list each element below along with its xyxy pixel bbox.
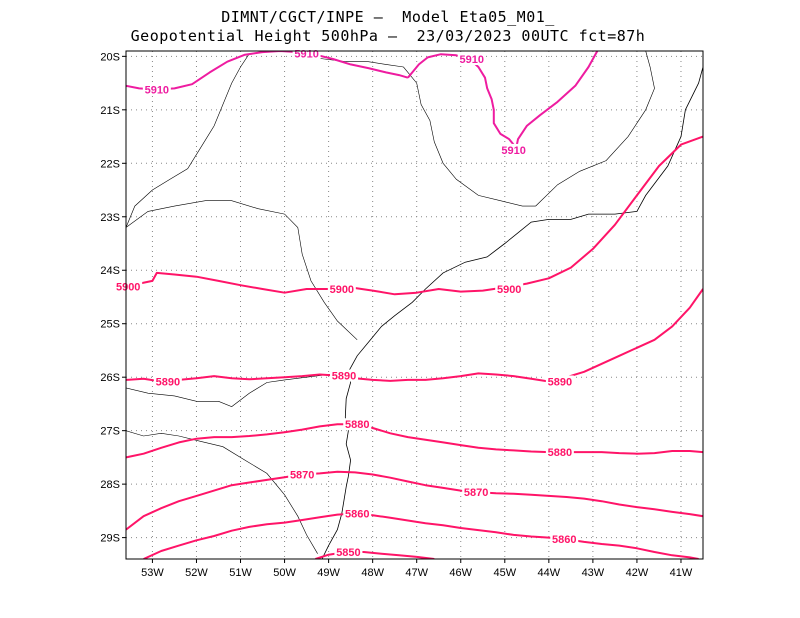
lon-tick-label: 44W xyxy=(538,567,561,579)
contour-label: 5900 xyxy=(330,284,354,296)
lon-tick-label: 48W xyxy=(361,567,384,579)
contour-labels: 5910 5910 5910 5910 5900 5900 5900 5890 5890 5890… xyxy=(114,47,579,559)
lat-tick-label: 27S xyxy=(100,426,120,438)
lat-tick-label: 25S xyxy=(100,319,120,331)
contour-label-bg xyxy=(457,53,486,66)
contour-label: 5890 xyxy=(156,376,180,388)
contour-label: 5880 xyxy=(548,447,572,459)
contour-label: 5900 xyxy=(497,284,521,296)
contour-label: 5910 xyxy=(501,145,525,157)
contour-label-bg xyxy=(114,280,143,293)
lat-lon-grid xyxy=(126,51,703,559)
contour-label: 5880 xyxy=(345,419,369,431)
contour-label: 5850 xyxy=(336,547,360,559)
contour-5860 xyxy=(143,512,699,559)
map-frame xyxy=(125,50,704,560)
contour-label-bg xyxy=(343,418,372,431)
contour-label: 5910 xyxy=(145,85,169,97)
lat-tick-label: 28S xyxy=(100,479,120,491)
contour-5880 xyxy=(126,423,703,459)
contour-label: 5900 xyxy=(116,281,140,293)
contour-label-bg xyxy=(142,83,171,96)
state-border xyxy=(126,430,318,554)
axis-ticks: 53W 52W 51W 50W 49W 48W 47W 46W 45W 44W 43W 42W 41W 2… xyxy=(100,51,692,579)
contour-label-bg xyxy=(462,486,491,499)
lon-tick-label: 45W xyxy=(493,567,516,579)
lon-tick-label: 46W xyxy=(449,567,472,579)
lat-tick-label: 22S xyxy=(100,158,120,170)
contour-label-bg xyxy=(153,375,182,388)
geographic-outlines xyxy=(126,51,703,559)
contour-label-bg xyxy=(545,446,574,459)
state-border xyxy=(126,200,358,341)
lat-tick-label: 24S xyxy=(100,265,120,277)
contour-label-bg xyxy=(495,282,524,295)
map-title-line-2: Geopotential Height 500hPa – 23/03/2023 … xyxy=(130,27,646,45)
lat-tick-label: 20S xyxy=(100,51,120,63)
contour-label-bg xyxy=(499,143,528,156)
contour-5910 xyxy=(407,51,599,151)
lon-tick-label: 47W xyxy=(405,567,428,579)
contour-label-bg xyxy=(288,468,317,481)
map-title-line-1: DIMNT/CGCT/INPE – Model Eta05_M01_ xyxy=(221,8,555,26)
contour-label: 5860 xyxy=(345,509,369,521)
state-border xyxy=(126,374,347,407)
contour-label: 5860 xyxy=(552,534,576,546)
coastline xyxy=(321,66,703,559)
contour-label-bg xyxy=(330,369,359,382)
contour-5900 xyxy=(126,135,703,296)
contour-5890 xyxy=(126,288,703,383)
lon-tick-label: 42W xyxy=(626,567,649,579)
contour-5870 xyxy=(126,470,703,531)
contour-label: 5890 xyxy=(548,376,572,388)
contour-label-bg xyxy=(327,282,356,295)
lat-tick-label: 26S xyxy=(100,372,120,384)
contour-5910 xyxy=(126,51,409,91)
lat-tick-label: 29S xyxy=(100,533,120,545)
state-border xyxy=(126,53,250,228)
lon-tick-label: 51W xyxy=(229,567,252,579)
lon-tick-label: 52W xyxy=(185,567,208,579)
contour-label-bg xyxy=(343,507,372,520)
height-contours xyxy=(126,51,703,559)
contour-label: 5870 xyxy=(290,470,314,482)
state-border xyxy=(302,56,536,207)
lat-tick-label: 21S xyxy=(100,105,120,117)
lon-tick-label: 50W xyxy=(273,567,296,579)
contour-label-bg xyxy=(550,533,579,546)
state-border xyxy=(535,51,655,207)
contour-5850 xyxy=(315,551,435,559)
lon-tick-label: 49W xyxy=(317,567,340,579)
contour-label: 5870 xyxy=(464,487,488,499)
contour-label: 5890 xyxy=(332,371,356,383)
lat-tick-label: 23S xyxy=(100,212,120,224)
lon-tick-label: 41W xyxy=(670,567,693,579)
contour-label: 5910 xyxy=(294,49,318,61)
lon-tick-label: 43W xyxy=(582,567,605,579)
contour-label-bg xyxy=(334,546,363,559)
contour-label: 5910 xyxy=(460,54,484,66)
contour-label-bg xyxy=(545,375,574,388)
lon-tick-label: 53W xyxy=(141,567,164,579)
